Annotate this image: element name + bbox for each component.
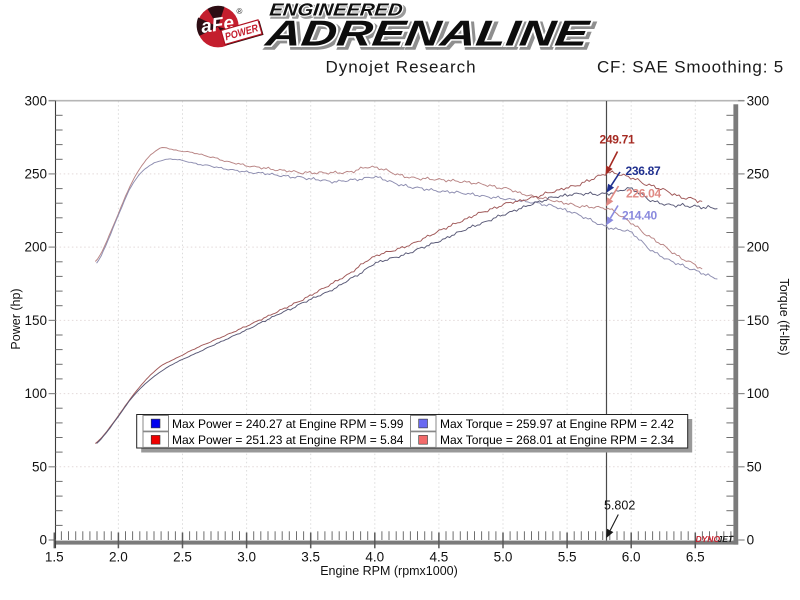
svg-text:ENGINEERED: ENGINEERED bbox=[271, 2, 406, 22]
svg-text:100: 100 bbox=[24, 386, 47, 401]
svg-text:Engine RPM (rpmx1000): Engine RPM (rpmx1000) bbox=[320, 564, 458, 578]
svg-text:2.0: 2.0 bbox=[109, 550, 128, 565]
svg-text:200: 200 bbox=[747, 240, 770, 255]
svg-text:6.0: 6.0 bbox=[622, 550, 641, 565]
svg-text:5.0: 5.0 bbox=[494, 550, 513, 565]
svg-text:Max Torque = 259.97 at Engine: Max Torque = 259.97 at Engine RPM = 2.42 bbox=[440, 417, 674, 431]
svg-text:226.04: 226.04 bbox=[626, 187, 662, 201]
svg-text:1.5: 1.5 bbox=[45, 550, 64, 565]
svg-text:0: 0 bbox=[747, 533, 755, 548]
svg-text:100: 100 bbox=[747, 386, 770, 401]
svg-text:5.5: 5.5 bbox=[558, 550, 577, 565]
svg-text:DYNO: DYNO bbox=[696, 534, 721, 544]
svg-text:JET: JET bbox=[718, 534, 734, 544]
svg-text:150: 150 bbox=[747, 313, 770, 328]
svg-text:236.87: 236.87 bbox=[626, 164, 662, 178]
svg-text:300: 300 bbox=[24, 93, 47, 108]
svg-text:300: 300 bbox=[747, 93, 770, 108]
svg-text:50: 50 bbox=[747, 459, 762, 474]
svg-text:214.40: 214.40 bbox=[622, 209, 658, 223]
svg-text:ADRENALINE: ADRENALINE bbox=[262, 13, 594, 54]
svg-text:CF: SAE Smoothing: 5: CF: SAE Smoothing: 5 bbox=[597, 58, 784, 77]
svg-text:150: 150 bbox=[24, 313, 47, 328]
svg-text:Torque (ft-lbs): Torque (ft-lbs) bbox=[777, 278, 791, 355]
svg-text:3.5: 3.5 bbox=[301, 550, 320, 565]
svg-text:Max Power = 240.27 at Engine R: Max Power = 240.27 at Engine RPM = 5.99 bbox=[172, 417, 404, 431]
svg-text:250: 250 bbox=[747, 167, 770, 182]
svg-text:ADRENALINE: ADRENALINE bbox=[265, 15, 597, 56]
svg-text:249.71: 249.71 bbox=[600, 133, 636, 147]
svg-text:Max Power = 251.23 at Engine R: Max Power = 251.23 at Engine RPM = 5.84 bbox=[172, 433, 404, 447]
svg-text:200: 200 bbox=[24, 240, 47, 255]
svg-text:ENGINEERED: ENGINEERED bbox=[269, 0, 404, 19]
svg-text:6.5: 6.5 bbox=[686, 550, 705, 565]
svg-text:250: 250 bbox=[24, 167, 47, 182]
svg-text:Power (hp): Power (hp) bbox=[9, 288, 23, 349]
svg-text:3.0: 3.0 bbox=[237, 550, 256, 565]
svg-text:®: ® bbox=[237, 7, 243, 16]
svg-text:4.0: 4.0 bbox=[365, 550, 384, 565]
svg-text:2.5: 2.5 bbox=[173, 550, 192, 565]
svg-text:Max Torque = 268.01 at Engine: Max Torque = 268.01 at Engine RPM = 2.34 bbox=[440, 433, 674, 447]
svg-text:4.5: 4.5 bbox=[430, 550, 449, 565]
svg-text:5.802: 5.802 bbox=[604, 499, 635, 513]
svg-text:0: 0 bbox=[39, 533, 47, 548]
svg-text:Dynojet Research: Dynojet Research bbox=[325, 58, 476, 77]
svg-text:50: 50 bbox=[32, 459, 47, 474]
